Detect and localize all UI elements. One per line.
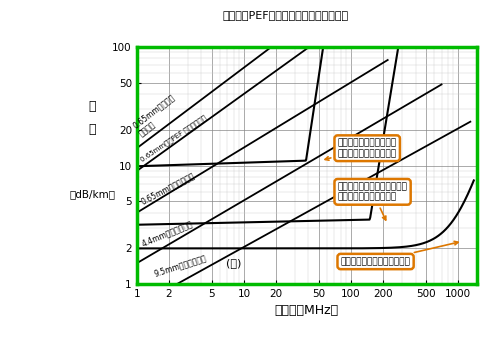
Text: 9.5mm同軸ケーブル: 9.5mm同軸ケーブル bbox=[153, 253, 208, 278]
Text: (Ａ): (Ａ) bbox=[226, 258, 241, 268]
Text: （注）　PEF（発泡ポリエチレン絶縁）: （注） PEF（発泡ポリエチレン絶縁） bbox=[222, 10, 348, 21]
Text: 4.4mm同軸ケーブル: 4.4mm同軸ケーブル bbox=[140, 219, 193, 248]
Text: ステップ・インデクス型
マルチモード光ファイバ: ステップ・インデクス型 マルチモード光ファイバ bbox=[325, 139, 397, 160]
Text: 0.65mm市内通信
ケーブル: 0.65mm市内通信 ケーブル bbox=[131, 92, 183, 138]
Text: グレーデッド・インデクス型
マルチモード光ファイバ: グレーデッド・インデクス型 マルチモード光ファイバ bbox=[338, 182, 407, 220]
X-axis label: 周波数［MHz］: 周波数［MHz］ bbox=[275, 304, 339, 317]
Text: 損: 損 bbox=[89, 100, 96, 113]
Text: （dB/km）: （dB/km） bbox=[69, 189, 116, 199]
Text: 0.65mm市外PEF 通信ケーブル: 0.65mm市外PEF 通信ケーブル bbox=[140, 114, 208, 163]
Text: 失: 失 bbox=[89, 124, 96, 136]
Text: シングル・モード光ファイバ: シングル・モード光ファイバ bbox=[340, 241, 458, 266]
Text: 0.65mm同軸ケーブル: 0.65mm同軸ケーブル bbox=[139, 171, 196, 206]
